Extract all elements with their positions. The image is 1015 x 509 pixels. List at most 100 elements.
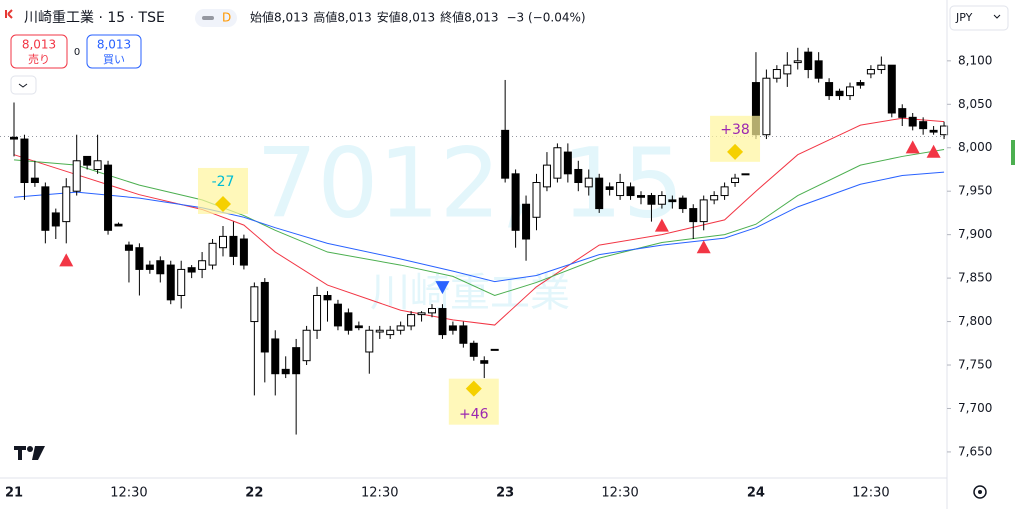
buy-signal [926,144,941,158]
candle-body [835,90,844,97]
annotation-diamond [727,143,744,160]
candle-body [689,208,698,223]
settings-icon[interactable] [973,485,987,499]
candle-body [898,108,907,118]
candle-body [657,195,666,205]
candle-body [490,348,499,351]
y-tick-label: 7,900 [958,227,992,241]
annotation-label: -27 [212,174,235,190]
candle-body [940,125,949,136]
candle-body [542,164,551,188]
sell-label: 売り [28,53,50,66]
annotation-diamond [215,195,231,212]
candle-body [166,264,175,301]
sell-button[interactable] [10,34,68,69]
change: −3 (−0.04%) [507,11,586,25]
logo-part [18,446,22,460]
sell-price: 8,013 [22,38,56,52]
candle-body [584,177,593,188]
logo-part [27,446,33,452]
candle-body [459,325,468,344]
buy-label: 買い [103,53,125,66]
candle-body [365,329,374,353]
candle-body [814,60,823,79]
candle-body [219,235,227,249]
sell-signal [435,281,450,295]
candle-body [114,223,123,227]
candle-body [877,64,886,71]
candle-body [720,186,729,197]
buy-button[interactable] [86,34,142,69]
candle-body [229,235,238,257]
price-edge [1011,140,1015,165]
ohlc-label: 安値 [377,10,401,25]
candle-body [386,329,395,336]
annotation-label: +46 [459,407,489,423]
candle-body [187,267,196,273]
candle-body [313,294,322,331]
candle-body [804,51,813,71]
logo-part [32,446,45,460]
candle-body [323,294,332,301]
y-tick-label: 7,800 [958,314,992,328]
candle-body [145,264,154,270]
candle-body [731,177,740,184]
y-tick-label: 7,850 [958,271,992,285]
candle-body [699,199,708,223]
candle-body [647,195,656,205]
candle-body [250,286,259,323]
x-tick-label: 22 [245,486,263,501]
badge-bg [195,9,237,27]
trade-buttons: 8,013 売り 0 8,013 買い [10,34,142,95]
candle-body [825,82,834,97]
candle-body [41,186,50,231]
candle-body [919,121,928,130]
candle-body [616,182,625,197]
candle-body [605,186,614,190]
x-tick-label: 21 [5,486,23,501]
chevron [18,83,28,88]
annotation-label: +38 [720,122,750,138]
badge-dash [202,16,214,20]
buy-signal [654,218,669,232]
logo [14,446,45,460]
x-tick-label: 12:30 [601,486,638,501]
candle-body [637,195,645,198]
candle-body [469,342,478,357]
symbol[interactable]: 川崎重工業 · 15 · TSE [24,10,165,26]
ohlc-label: 終値 [440,10,464,25]
candle-body [668,199,677,203]
collapse-button[interactable] [10,75,37,95]
currency-button[interactable] [949,5,1009,31]
candle-body [271,338,280,375]
candle-body [260,281,269,353]
candle-body [762,77,771,136]
candle-body [83,155,92,166]
candle-body [10,136,18,140]
candle-body [678,197,687,210]
currency: JPY [955,11,973,24]
flag-icon [5,9,13,19]
header: 川崎重工業 · 15 · TSE D 始値 8,013 高値 8,013 安値 8,013… [4,8,586,27]
candle-body [793,60,802,64]
watermark-name: 川崎重工業 [370,270,570,316]
candle-body [846,86,854,97]
y-tick-label: 7,750 [958,358,992,372]
candle-body [553,147,562,179]
candle-body [20,138,29,184]
annotation-diamond [465,380,482,397]
x-tick-label: 23 [496,486,514,501]
candle-body [333,303,342,327]
candle-body [396,325,405,331]
candle-body [292,347,301,375]
ohlc-label: 始値 [250,10,274,25]
candle-body [93,160,102,170]
candle-body [177,268,186,296]
candle-body [281,368,290,375]
candle-body [501,129,510,179]
watermark-code: 7012, 15 [256,127,684,239]
candle-body [511,173,520,231]
candle-body [741,173,750,176]
